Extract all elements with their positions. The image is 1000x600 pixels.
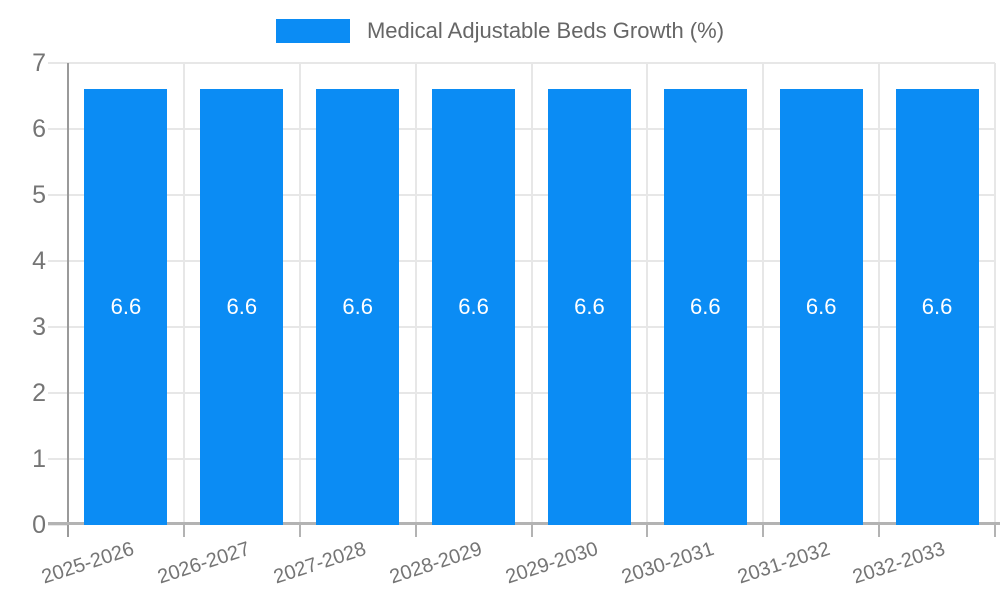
x-axis-tick xyxy=(762,525,765,537)
bar-value-label: 6.6 xyxy=(110,294,142,320)
gridline-vertical xyxy=(530,63,533,525)
gridline-vertical xyxy=(646,63,649,525)
x-tick-label: 2025-2026 xyxy=(39,537,138,589)
x-tick-label: 2031-2032 xyxy=(734,537,833,589)
y-axis-tick xyxy=(48,128,68,130)
y-axis-tick xyxy=(48,458,68,460)
bar-value-label: 6.6 xyxy=(342,294,373,320)
gridline-vertical xyxy=(182,63,185,525)
x-axis-tick xyxy=(414,525,417,537)
x-axis-tick xyxy=(878,525,881,537)
x-tick-label: 2032-2033 xyxy=(850,537,949,589)
y-axis-line xyxy=(67,63,69,537)
plot-area: 6.6 6.6 6.6 6.6 6.6 6.6 6.6 6.6 xyxy=(48,62,1000,537)
gridline-vertical xyxy=(878,63,881,525)
y-axis-tick xyxy=(48,392,68,394)
gridline-vertical xyxy=(762,63,765,525)
x-tick-label: 2028-2029 xyxy=(386,537,485,589)
x-tick-label: 2026-2027 xyxy=(155,537,253,589)
bar-value-label: 6.6 xyxy=(921,294,953,320)
y-axis-tick xyxy=(48,524,68,526)
x-axis-tick xyxy=(298,525,301,537)
bar-value-label: 6.6 xyxy=(690,294,721,320)
legend-label: Medical Adjustable Beds Growth (%) xyxy=(366,18,725,43)
x-axis-tick xyxy=(530,525,533,537)
bar: 6.6 xyxy=(432,89,516,525)
y-tick-label: 1 xyxy=(32,445,46,473)
y-tick-label: 2 xyxy=(32,379,46,407)
bar: 6.6 xyxy=(895,89,979,525)
x-tick-label: 2027-2028 xyxy=(271,537,369,589)
x-axis-tick xyxy=(182,525,185,537)
y-axis-tick xyxy=(48,62,68,64)
x-tick-label: 2029-2030 xyxy=(502,537,601,589)
y-tick-label: 4 xyxy=(32,247,46,275)
bar: 6.6 xyxy=(200,89,284,525)
bar: 6.6 xyxy=(779,89,863,525)
gridline-vertical xyxy=(994,63,996,525)
y-axis-tick xyxy=(48,326,68,328)
bar-value-label: 6.6 xyxy=(458,294,489,320)
x-tick-label: 2030-2031 xyxy=(618,537,717,589)
bar: 6.6 xyxy=(316,89,400,525)
x-axis-tick xyxy=(994,525,996,537)
gridline-vertical xyxy=(298,63,301,525)
legend-swatch xyxy=(275,19,350,43)
y-tick-label: 5 xyxy=(32,181,46,209)
y-axis-tick xyxy=(48,194,68,196)
bar-value-label: 6.6 xyxy=(226,294,258,320)
y-axis-tick xyxy=(48,260,68,262)
chart-legend: Medical Adjustable Beds Growth (%) xyxy=(0,18,1000,44)
bar: 6.6 xyxy=(547,89,631,525)
bar-value-label: 6.6 xyxy=(574,294,605,320)
x-axis-baseline xyxy=(48,522,1000,525)
bar: 6.6 xyxy=(84,89,168,525)
bar-value-label: 6.6 xyxy=(805,294,837,320)
y-tick-label: 0 xyxy=(32,511,46,539)
bar: 6.6 xyxy=(663,89,747,525)
x-axis-tick xyxy=(646,525,649,537)
y-tick-label: 6 xyxy=(32,115,46,143)
gridline-vertical xyxy=(414,63,417,525)
y-tick-label: 3 xyxy=(32,313,46,341)
y-tick-label: 7 xyxy=(32,49,46,77)
